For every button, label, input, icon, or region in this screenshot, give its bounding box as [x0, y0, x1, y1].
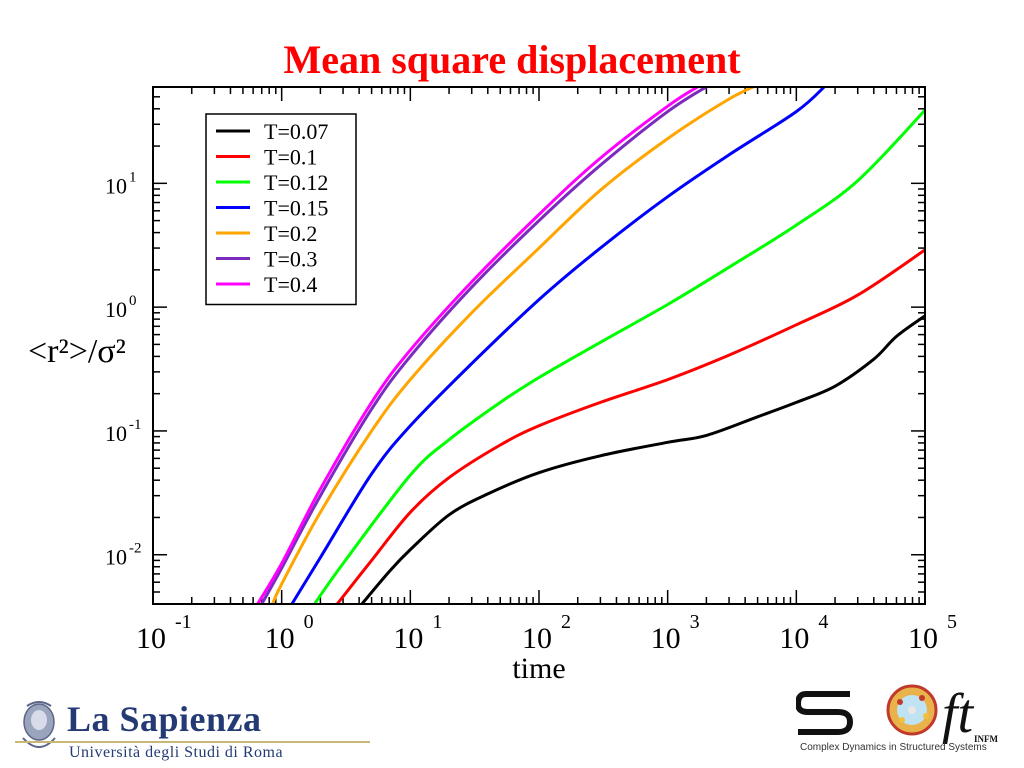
msd-chart: T=0.07T=0.1T=0.12T=0.15T=0.2T=0.3T=0.4 1…	[28, 86, 957, 685]
legend-label: T=0.1	[264, 145, 317, 170]
series-line-t-0-15	[290, 87, 827, 604]
x-tick-label: 10	[908, 622, 938, 655]
infm-label: INFM	[974, 734, 998, 744]
legend-label: T=0.12	[264, 170, 328, 195]
axis-label-layer: 10 -1 10 0 10 1 10 2 10 3 10 4 10 510 -210 -110 010 1time…	[28, 169, 957, 685]
legend-label: T=0.4	[264, 272, 317, 297]
y-tick-label: 10	[105, 421, 127, 446]
x-tick-label-exponent: -1	[175, 611, 192, 633]
x-tick-label: 10	[779, 622, 809, 655]
soft-logo-graphic: ft INFM	[794, 683, 998, 745]
legend-label: T=0.2	[264, 221, 317, 246]
plot-frame	[152, 86, 926, 605]
x-tick-label: 10	[522, 622, 552, 655]
sapienza-crest-icon	[22, 701, 56, 748]
x-tick-label-exponent: 2	[561, 611, 571, 633]
x-tick-label-exponent: 0	[304, 611, 314, 633]
legend-label: T=0.15	[264, 196, 328, 221]
x-tick-label: 10	[136, 622, 166, 655]
x-tick-label-exponent: 5	[947, 611, 957, 633]
y-tick-label-exponent: -1	[129, 417, 142, 433]
y-tick-label-exponent: 0	[129, 293, 137, 309]
x-tick-label: 10	[393, 622, 423, 655]
soft-s-shape	[794, 691, 854, 735]
legend: T=0.07T=0.1T=0.12T=0.15T=0.2T=0.3T=0.4	[205, 113, 357, 306]
x-tick-label: 10	[651, 622, 681, 655]
tick-layer	[152, 86, 926, 605]
y-axis-label: <r²>/σ²	[28, 333, 126, 370]
series-line-t-0-1	[336, 248, 925, 604]
sapienza-subtitle: Università degli Studi di Roma	[69, 744, 284, 761]
soft-ft-letters: ft	[942, 684, 975, 744]
sapienza-logo: La Sapienza Università degli Studi di Ro…	[15, 699, 375, 768]
series-line-t-0-12	[313, 109, 925, 604]
y-tick-label-exponent: -2	[129, 541, 142, 557]
x-tick-label-exponent: 3	[690, 611, 700, 633]
x-axis-label: time	[512, 652, 565, 685]
y-tick-label: 10	[105, 173, 127, 198]
legend-label: T=0.3	[264, 247, 317, 272]
soft-tagline: Complex Dynamics in Structured Systems	[800, 742, 987, 753]
series-line-t-0-4	[256, 87, 701, 604]
x-tick-label: 10	[265, 622, 295, 655]
x-tick-label-exponent: 1	[432, 611, 442, 633]
legend-label: T=0.07	[264, 119, 328, 144]
series-line-t-0-07	[360, 314, 925, 604]
sapienza-name: La Sapienza	[67, 699, 262, 739]
legend-box	[205, 113, 357, 306]
y-tick-label: 10	[105, 545, 127, 570]
series-layer	[256, 87, 925, 604]
x-tick-label-exponent: 4	[818, 611, 828, 633]
y-tick-label-exponent: 1	[129, 169, 137, 185]
series-line-t-0-2	[271, 87, 757, 604]
soft-infm-logo: ft INFM Complex Dynamics in Structured S…	[794, 683, 1006, 764]
divider	[15, 741, 370, 743]
y-tick-label: 10	[105, 297, 127, 322]
slide-title: Mean square displacement	[283, 37, 741, 82]
series-line-t-0-3	[260, 87, 710, 604]
